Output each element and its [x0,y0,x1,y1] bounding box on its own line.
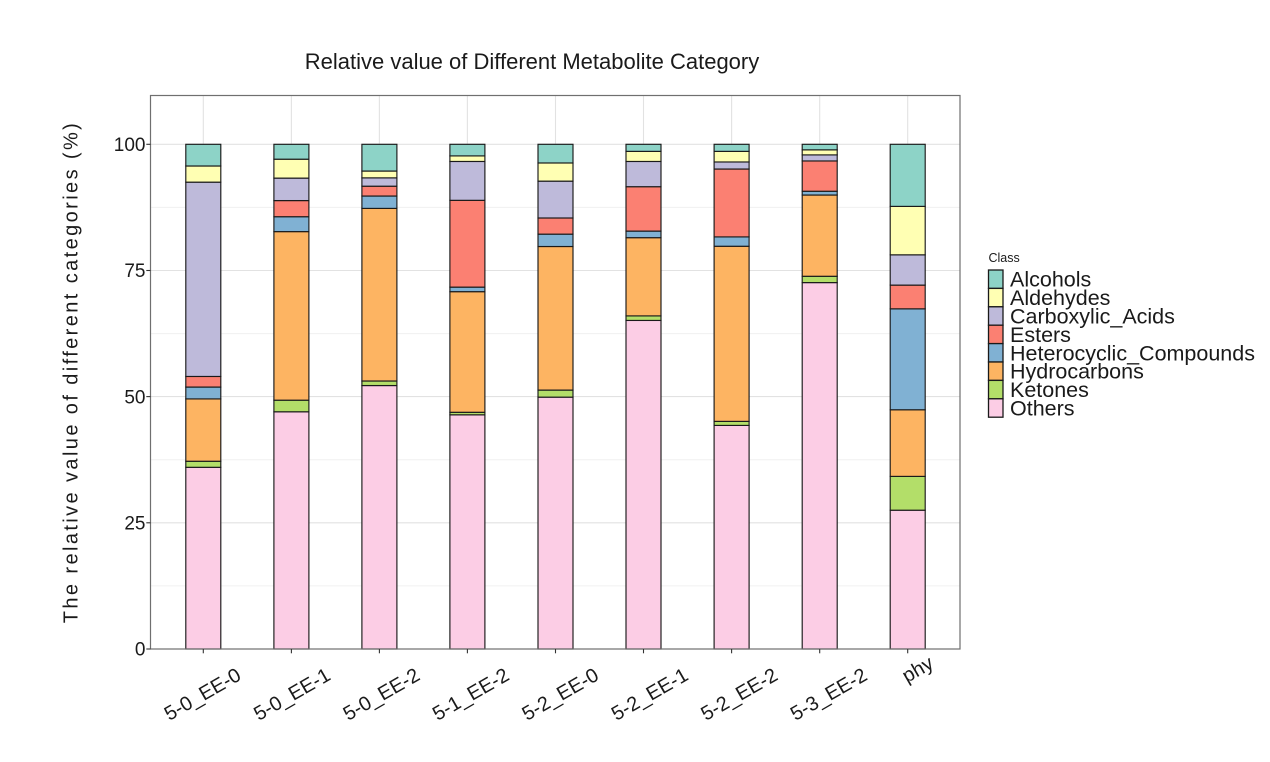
svg-text:Others: Others [1010,397,1075,421]
svg-text:Aldehydes: Aldehydes [1010,286,1110,310]
svg-text:Class: Class [989,251,1020,265]
svg-text:Ketones: Ketones [1010,378,1089,402]
svg-text:25: 25 [124,514,145,535]
svg-text:Relative value of Different Me: Relative value of Different Metabolite C… [305,49,760,74]
svg-text:Carboxylic_Acids: Carboxylic_Acids [1010,305,1175,329]
svg-text:0: 0 [135,640,146,661]
svg-text:Heterocyclic_Compounds: Heterocyclic_Compounds [1010,341,1255,365]
svg-text:The relative value of differen: The relative value of different categori… [61,121,83,623]
svg-text:50: 50 [124,387,145,408]
svg-text:75: 75 [124,261,145,282]
svg-text:Hydrocarbons: Hydrocarbons [1010,360,1144,384]
svg-text:Esters: Esters [1010,323,1071,347]
svg-text:100: 100 [114,135,146,156]
svg-text:Alcohols: Alcohols [1010,268,1091,292]
